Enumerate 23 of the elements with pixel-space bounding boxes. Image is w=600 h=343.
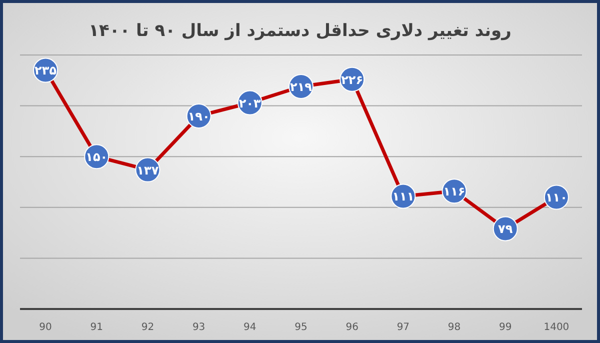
data-label: ۲۳۵ xyxy=(34,64,57,78)
x-tick-label: 92 xyxy=(141,322,154,333)
data-label: ۱۱۰ xyxy=(545,190,568,205)
x-tick-label: 91 xyxy=(90,322,104,333)
data-label: ۱۵۰ xyxy=(86,150,108,164)
x-tick-label: 94 xyxy=(244,322,256,333)
data-label: ۲۲۶ xyxy=(341,72,364,87)
x-tick-label: 93 xyxy=(192,322,206,333)
x-tick-label: 1400 xyxy=(544,322,570,333)
data-label: ۱۱۱ xyxy=(392,190,414,204)
data-label: ۱۳۷ xyxy=(136,163,160,178)
data-label: ۷۹ xyxy=(498,222,514,236)
x-tick-label: 95 xyxy=(294,322,308,333)
chart-title: روند تغییر دلاری حداقل دستمزد از سال ۹۰ تا ۱۴۰۰ xyxy=(88,21,512,41)
data-label: ۱۹۰ xyxy=(188,109,210,124)
x-tick-label: 96 xyxy=(346,322,358,333)
x-tick-label: 97 xyxy=(396,322,410,333)
data-label: ۲۰۳ xyxy=(238,96,262,110)
x-tick-label: 98 xyxy=(448,322,461,333)
x-tick-label: 90 xyxy=(39,322,52,333)
data-label: ۲۱۹ xyxy=(290,80,313,94)
data-label: ۱۱۶ xyxy=(443,184,466,199)
x-tick-label: 99 xyxy=(498,322,512,333)
